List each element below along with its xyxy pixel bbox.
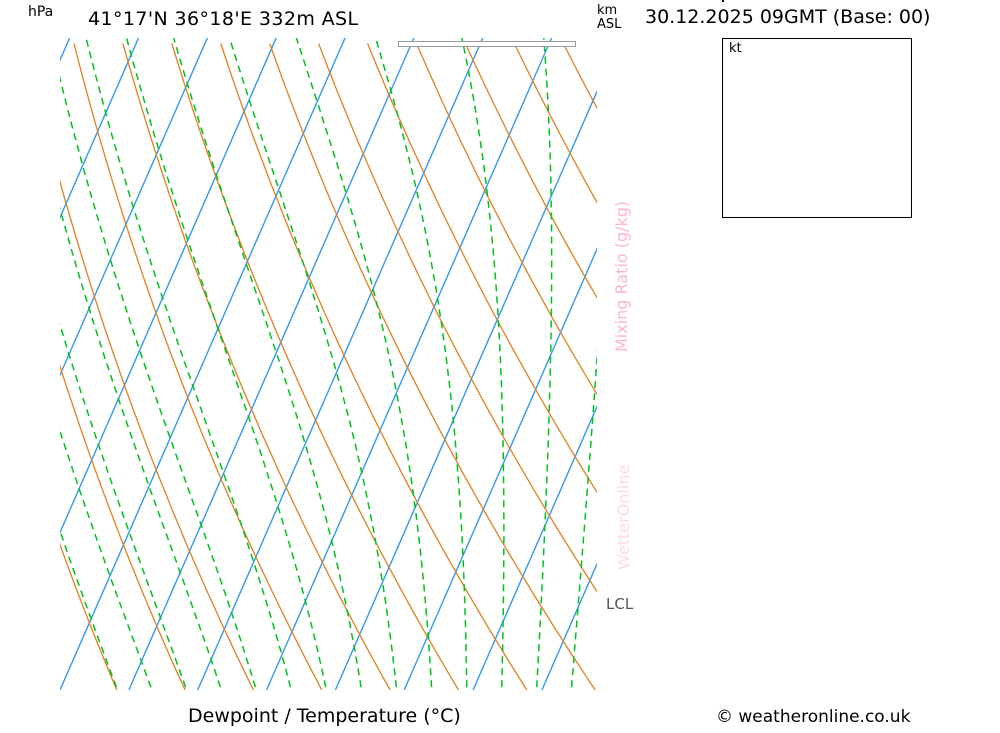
hodograph-plot (723, 39, 910, 216)
stats-panel-hodograph (722, 0, 724, 2)
watermark-text: WetterOnline (614, 464, 633, 570)
hodograph-unit-label: kt (729, 41, 742, 56)
copyright-notice: © weatheronline.co.uk (716, 707, 911, 727)
hodograph-panel: kt (722, 38, 912, 218)
run-timestamp: 30.12.2025 09GMT (Base: 00) (645, 6, 931, 28)
height-unit-label: km ASL (597, 4, 621, 32)
page-title: 41°17'N 36°18'E 332m ASL (88, 8, 359, 30)
mixing-ratio-axis-title: Mixing Ratio (g/kg) (612, 200, 631, 352)
pressure-unit-label: hPa (28, 4, 54, 20)
height-unit-line1: km (597, 3, 618, 18)
chart-legend (398, 41, 576, 47)
lcl-marker-label: LCL (606, 595, 634, 613)
x-axis-title: Dewpoint / Temperature (°C) (188, 705, 461, 727)
height-unit-line2: ASL (597, 17, 622, 32)
